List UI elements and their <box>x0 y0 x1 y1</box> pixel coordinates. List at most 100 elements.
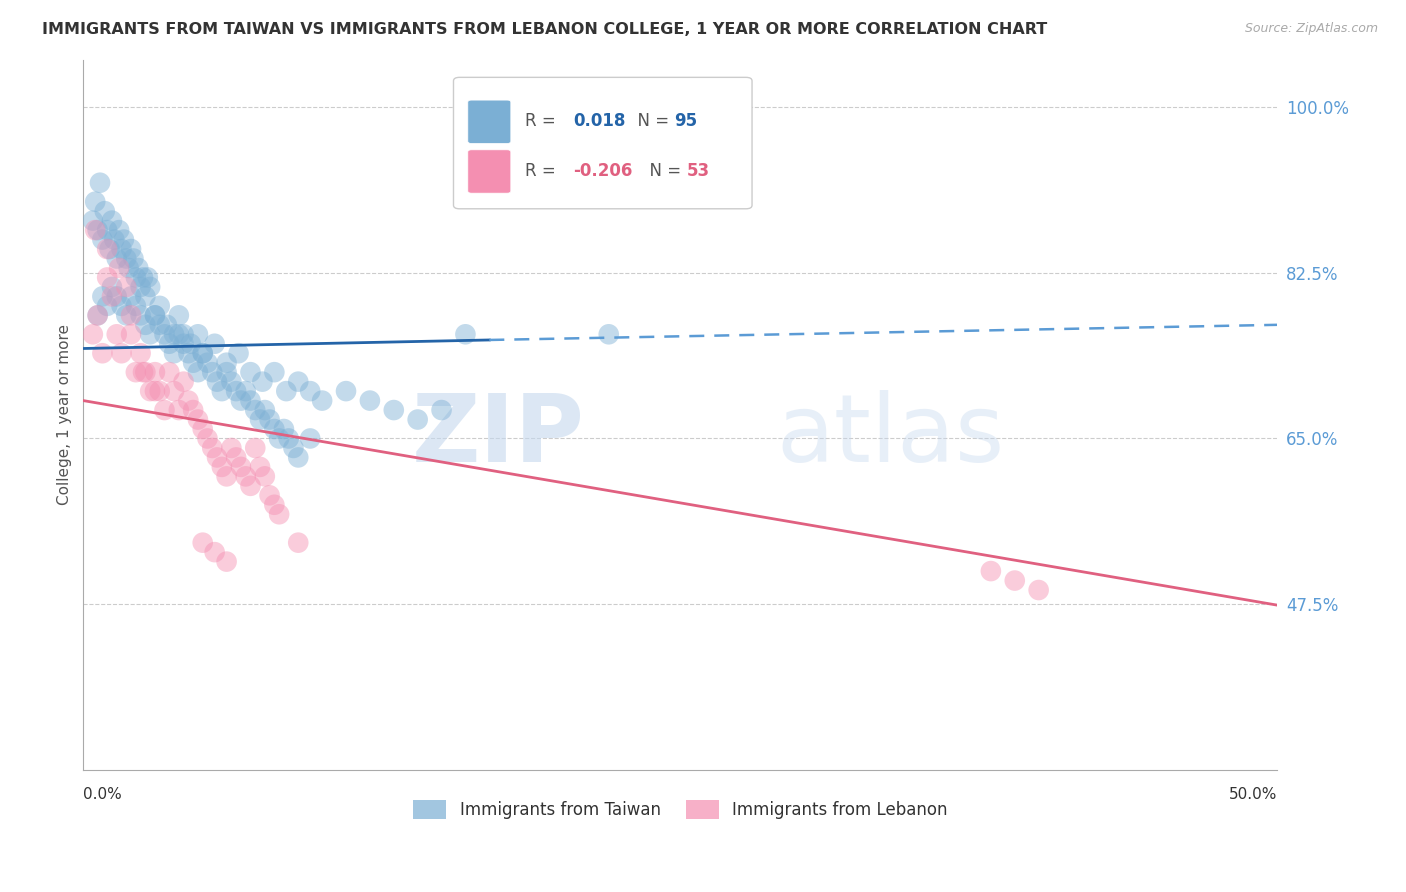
Text: N =: N = <box>627 112 673 130</box>
Point <box>143 309 166 323</box>
Legend: Immigrants from Taiwan, Immigrants from Lebanon: Immigrants from Taiwan, Immigrants from … <box>406 793 955 826</box>
Point <box>229 393 252 408</box>
Point <box>125 299 148 313</box>
Point <box>120 309 142 323</box>
Point <box>197 356 219 370</box>
Point <box>1004 574 1026 588</box>
Point <box>94 204 117 219</box>
Point <box>149 299 172 313</box>
Point <box>177 346 200 360</box>
Point <box>110 346 132 360</box>
Point <box>91 233 114 247</box>
Point <box>122 252 145 266</box>
Point <box>187 412 209 426</box>
Point <box>211 459 233 474</box>
Point <box>91 346 114 360</box>
Point <box>103 233 125 247</box>
Point <box>221 441 243 455</box>
Point <box>96 270 118 285</box>
Point <box>120 242 142 256</box>
Point <box>139 280 162 294</box>
Point <box>167 403 190 417</box>
Point <box>249 412 271 426</box>
Point <box>173 336 195 351</box>
Point <box>132 365 155 379</box>
Point <box>173 327 195 342</box>
Point <box>82 213 104 227</box>
Point <box>180 336 202 351</box>
Point <box>205 450 228 465</box>
Point <box>263 498 285 512</box>
Point <box>96 299 118 313</box>
Point <box>205 375 228 389</box>
Y-axis label: College, 1 year or more: College, 1 year or more <box>58 325 72 505</box>
Point <box>120 327 142 342</box>
Point <box>105 252 128 266</box>
Point <box>406 412 429 426</box>
FancyBboxPatch shape <box>454 78 752 209</box>
Point <box>157 336 180 351</box>
Text: -0.206: -0.206 <box>572 162 633 180</box>
Point <box>191 346 214 360</box>
Point <box>82 327 104 342</box>
FancyBboxPatch shape <box>468 150 510 194</box>
Point <box>132 270 155 285</box>
Point <box>269 432 291 446</box>
Point <box>263 365 285 379</box>
Point <box>173 375 195 389</box>
Point <box>980 564 1002 578</box>
Point <box>115 252 138 266</box>
Point <box>252 375 274 389</box>
Point <box>177 393 200 408</box>
Point <box>359 393 381 408</box>
Point <box>228 346 250 360</box>
Point <box>105 289 128 303</box>
Point <box>204 336 226 351</box>
Point <box>139 384 162 398</box>
Point <box>115 280 138 294</box>
Text: 53: 53 <box>686 162 710 180</box>
Point <box>229 459 252 474</box>
Point <box>287 535 309 549</box>
Point <box>91 289 114 303</box>
Point <box>239 479 262 493</box>
Point <box>276 384 298 398</box>
Point <box>125 365 148 379</box>
Point <box>98 242 121 256</box>
Point <box>253 469 276 483</box>
Text: Source: ZipAtlas.com: Source: ZipAtlas.com <box>1244 22 1378 36</box>
Point <box>191 346 214 360</box>
Point <box>134 318 156 332</box>
Point <box>201 441 224 455</box>
FancyBboxPatch shape <box>468 100 510 144</box>
Point <box>84 223 107 237</box>
Text: IMMIGRANTS FROM TAIWAN VS IMMIGRANTS FROM LEBANON COLLEGE, 1 YEAR OR MORE CORREL: IMMIGRANTS FROM TAIWAN VS IMMIGRANTS FRO… <box>42 22 1047 37</box>
Point <box>259 412 281 426</box>
Point <box>167 309 190 323</box>
Point <box>245 441 267 455</box>
Point <box>86 309 108 323</box>
Point <box>101 213 124 227</box>
Text: 0.018: 0.018 <box>572 112 626 130</box>
Point <box>215 356 238 370</box>
Text: R =: R = <box>526 162 567 180</box>
Point <box>86 309 108 323</box>
Point <box>225 450 247 465</box>
Text: ZIP: ZIP <box>412 390 585 482</box>
Point <box>239 393 262 408</box>
Point <box>127 260 149 275</box>
Point <box>191 422 214 436</box>
Point <box>101 280 124 294</box>
Point <box>181 403 204 417</box>
Point <box>163 384 186 398</box>
Point <box>143 309 166 323</box>
Point <box>149 384 172 398</box>
Point <box>235 384 257 398</box>
Point <box>108 260 131 275</box>
Point <box>136 270 159 285</box>
Point <box>225 384 247 398</box>
Text: atlas: atlas <box>776 390 1004 482</box>
Point <box>598 327 620 342</box>
Point <box>273 422 295 436</box>
Point <box>163 327 186 342</box>
